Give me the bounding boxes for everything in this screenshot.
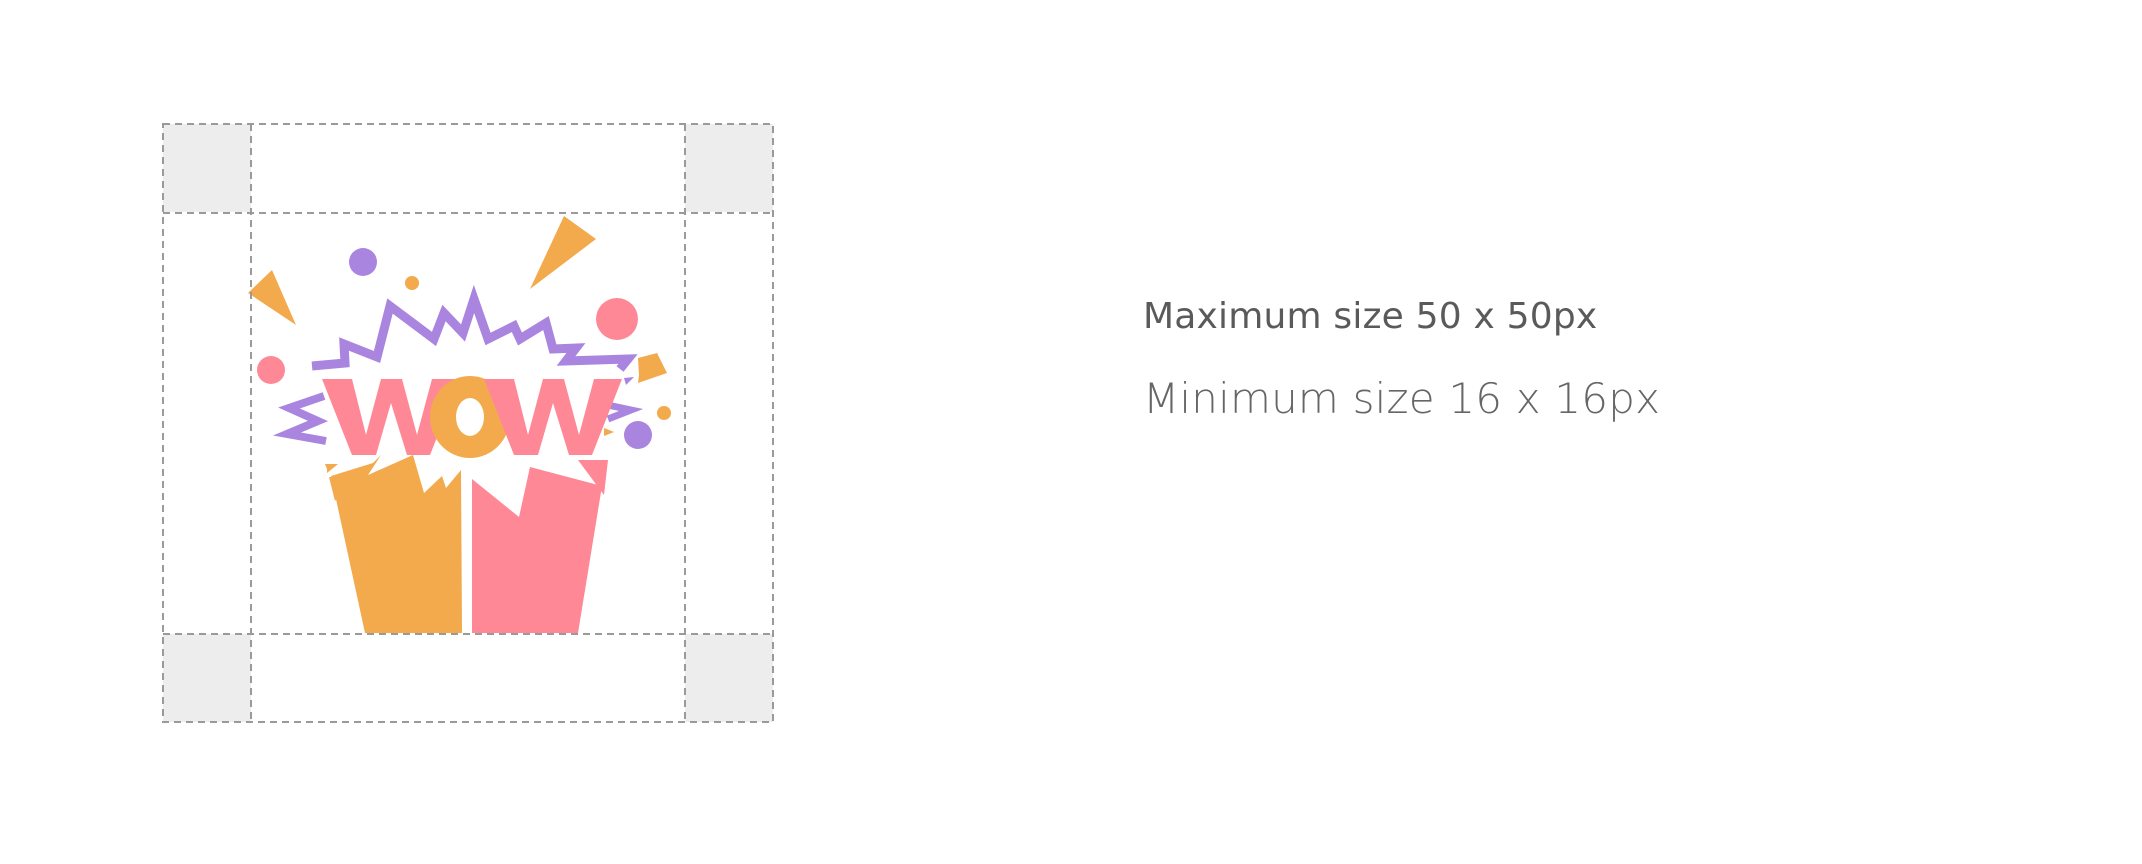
wordmark-letter-o-counter (456, 398, 484, 436)
wow-wordmark (322, 376, 622, 458)
confetti-orange-triangle-top (530, 216, 596, 289)
burst-outline-right (602, 400, 644, 423)
burst-outline (311, 284, 638, 372)
corner-square-bottom-left (163, 634, 251, 722)
confetti-purple-sliver (624, 377, 634, 385)
confetti-pink-dot-small (257, 356, 285, 384)
corner-square-bottom-right (685, 634, 773, 722)
gift-box-flap-right (578, 460, 608, 495)
maximum-size-label: Maximum size 50 x 50px (1143, 296, 1598, 337)
wordmark-letter-w-left (322, 379, 460, 455)
confetti-orange-sliver (604, 428, 614, 436)
corner-square-top-right (685, 124, 773, 212)
gift-box-right-half (472, 467, 602, 633)
outer-guide (162, 123, 774, 723)
confetti-purple-dot-right (624, 421, 652, 449)
confetti-orange-triangle-right (638, 353, 667, 383)
confetti-orange-triangle-left (248, 270, 296, 325)
gift-box-flap-bottom-left (329, 477, 353, 501)
corner-square-top-left (163, 124, 251, 212)
clearspace-guides (162, 123, 774, 723)
wow-gift-box-logo (248, 216, 671, 633)
clearspace-diagram (162, 123, 774, 723)
logo-clearspace-frame (162, 123, 774, 723)
confetti-purple-dot (349, 248, 377, 276)
gift-box-left-half (331, 455, 462, 633)
gift-box-flap-left (325, 464, 338, 473)
wordmark-letter-w-right (484, 379, 622, 455)
confetti-pink-dot-large (596, 298, 638, 340)
burst-outline-left (272, 392, 329, 445)
confetti-orange-dot (405, 276, 419, 290)
confetti-orange-dot-right (657, 406, 671, 420)
minimum-size-label: Minimum size 16 x 16px (1143, 374, 1661, 423)
